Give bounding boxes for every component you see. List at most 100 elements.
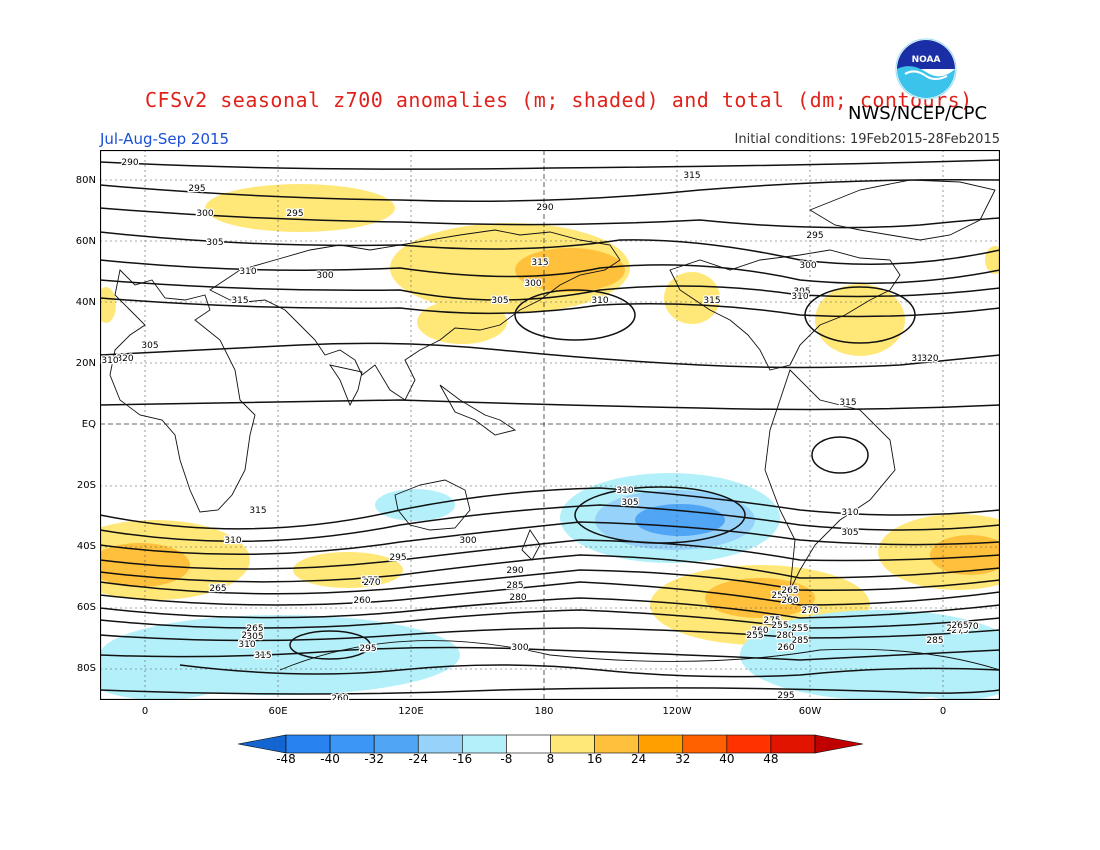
lat-label: 60N [75,236,96,247]
contour-label: 275 [951,626,968,636]
contour-label: 305 [141,341,158,351]
colorbar-segment [770,734,816,754]
contour-label: 260 [331,694,348,700]
contour-label: 290 [536,203,553,213]
contour-label: 305 [793,287,810,297]
season-label: Jul-Aug-Sep 2015 [100,130,230,148]
contour-label: 295 [777,691,794,700]
contour-labels: 2902953003053103153203152902953003053103… [100,157,980,700]
contour-label: 290 [241,631,258,641]
contour-label: 255 [791,624,808,634]
lat-label: 60S [76,602,96,613]
contour-label: 290 [506,566,523,576]
colorbar-segment [462,734,507,754]
contour-label: 285 [791,636,808,646]
colorbar-segment [506,734,551,754]
lon-label: 60E [268,706,288,717]
lon-label: 180 [534,706,554,717]
contour-label: 315 [531,258,548,268]
colorbar-tick-label: 40 [719,752,735,766]
contour-label: 300 [459,536,476,546]
colorbar-tick-label: 8 [546,752,555,766]
contour-label: 290 [331,694,348,700]
contour-label: 270 [961,622,978,632]
colorbar-tick-label: -48 [276,752,296,766]
contour-label: 260 [751,626,768,636]
contour-label: 270 [363,578,380,588]
colorbar-segment [682,734,728,754]
contour-label: 255 [771,621,788,631]
colorbar-tick-label: -8 [500,752,513,766]
lat-label: 80S [76,663,96,674]
contour-label: 275 [763,616,780,626]
contour-label: 255 [771,591,788,601]
lat-label: 40N [75,297,96,308]
contour-label: 310 [238,640,255,650]
contour-label: 280 [946,624,963,634]
contour-label: 265 [246,624,263,634]
contour-label: 315 [839,398,856,408]
contour-label: 320 [921,354,938,364]
lon-label: 120E [398,706,424,717]
colorbar-segment [594,734,639,754]
lat-label: EQ [81,419,96,430]
contour-label: 270 [801,606,818,616]
contour-label: 310 [239,267,256,277]
contour-label: 280 [509,593,526,603]
colorbar-tick-label: 48 [763,752,779,766]
contour-label: 275 [361,576,378,586]
contour-label: 285 [506,581,523,591]
contour-label: 290 [121,158,138,168]
contour-label: 300 [524,279,541,289]
colorbar [238,734,863,754]
lon-label: 0 [141,706,149,717]
contour-label: 310 [841,508,858,518]
chart-title: CFSv2 seasonal z700 anomalies (m; shaded… [145,88,973,112]
contour-label: 285 [926,636,943,646]
contour-label: 310 [616,486,633,496]
contour-label: 295 [286,209,303,219]
lat-label: 20S [76,480,96,491]
contour-label: 315 [249,506,266,516]
contour-label: 305 [841,528,858,538]
contour-label: 280 [776,631,793,641]
contour-label: 305 [621,498,638,508]
colorbar-tick-label: -24 [408,752,429,766]
contour-label: 295 [806,231,823,241]
colorbar-tick-label: -32 [364,752,384,766]
lon-label: 0 [939,706,947,717]
height-contours [100,159,1000,695]
initial-conditions-label: Initial conditions: 19Feb2015-28Feb2015 [734,132,1000,147]
contour-label: 310 [224,536,241,546]
contour-label: 310 [591,296,608,306]
contour-label: 310 [791,292,808,302]
contour-label: 315 [703,296,720,306]
contour-label: 260 [777,643,794,653]
colorbar-tick-label: 32 [675,752,691,766]
contour-label: 260 [353,596,370,606]
colorbar-segment [329,734,375,754]
colorbar-end-high [814,734,863,754]
anomaly-map [99,149,1001,701]
contour-label: 310 [101,356,118,366]
contour-label: 305 [206,238,223,248]
contour-label: 300 [511,643,528,653]
contour-label: 315 [683,171,700,181]
lat-label: 40S [76,541,96,552]
contour-label: 315 [231,296,248,306]
contour-label: 265 [951,621,968,631]
contour-label: 305 [491,296,508,306]
colorbar-segment [550,734,595,754]
lon-label: 120W [662,706,692,717]
map-panel: 290 295 300 305 310 315 320 315 290 295 300 305 310 3… [99,149,1001,701]
contour-label: 305 [246,632,263,642]
lat-label: 20N [75,358,96,369]
contour-label: 295 [188,184,205,194]
contour-label: 295 [389,553,406,563]
colorbar-segment [726,734,772,754]
contour-label: 260 [781,596,798,606]
colorbar-segment [285,734,331,754]
contour-label: 295 [359,644,376,654]
colorbar-tick-label: -40 [320,752,340,766]
contour-label: 265 [209,584,226,594]
